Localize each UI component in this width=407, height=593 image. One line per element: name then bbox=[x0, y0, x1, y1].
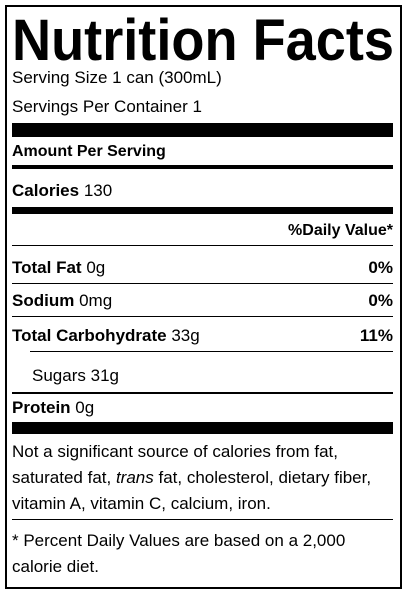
serving-size: Serving Size 1 can (300mL) bbox=[12, 68, 222, 87]
rule bbox=[12, 165, 393, 169]
calories-row: Calories 130 bbox=[12, 181, 112, 201]
nutrient-row: Total Carbohydrate 33g bbox=[12, 326, 200, 346]
nutrient-amount: 0mg bbox=[79, 291, 113, 310]
thick-rule bbox=[12, 422, 393, 434]
title-area: Nutrition Facts bbox=[12, 8, 394, 70]
footnote-text: fat, cholesterol, dietary fiber, vitamin… bbox=[12, 468, 372, 513]
nutrient-name: Total Fat bbox=[12, 258, 82, 277]
sugars-row: Sugars 31g bbox=[32, 366, 119, 386]
nutrient-name: Sodium bbox=[12, 291, 75, 310]
thick-rule bbox=[12, 207, 393, 214]
rule bbox=[12, 283, 393, 284]
servings-per-container: Servings Per Container 1 bbox=[12, 97, 202, 116]
nutrient-amount: 0g bbox=[86, 258, 106, 277]
nutrient-name: Total Carbohydrate bbox=[12, 326, 167, 345]
amount-per-serving: Amount Per Serving bbox=[12, 143, 166, 160]
rule bbox=[12, 316, 393, 317]
protein-name: Protein bbox=[12, 398, 71, 417]
note: * Percent Daily Values are based on a 2,… bbox=[12, 531, 346, 576]
daily-value: 11% bbox=[359, 326, 393, 345]
protein-amount: 0g bbox=[75, 398, 95, 417]
rule bbox=[12, 392, 393, 394]
thick-rule bbox=[12, 123, 393, 137]
title: Nutrition Facts bbox=[12, 8, 394, 70]
footnote: Not a significant source of calories fro… bbox=[12, 439, 392, 517]
nutrient-row: Total Fat 0g bbox=[12, 258, 105, 278]
sugars-name: Sugars bbox=[32, 366, 86, 385]
daily-value-header: %Daily Value* bbox=[288, 222, 393, 239]
sugars-amount: 31g bbox=[90, 366, 119, 385]
nutrient-amount: 33g bbox=[171, 326, 200, 345]
daily-value: 0% bbox=[368, 291, 393, 310]
rule bbox=[12, 519, 393, 520]
calories-value: 130 bbox=[83, 181, 113, 200]
rule bbox=[30, 351, 393, 352]
border bbox=[5, 5, 402, 589]
rule bbox=[12, 245, 393, 246]
footnote-italic: trans bbox=[115, 468, 154, 487]
protein-row: Protein 0g bbox=[12, 398, 94, 418]
daily-value: 0% bbox=[368, 258, 393, 277]
footnote-text: Not a significant source of calories fro… bbox=[12, 442, 338, 487]
nutrient-row: Sodium 0mg bbox=[12, 291, 112, 311]
calories-label: Calories bbox=[12, 181, 80, 200]
